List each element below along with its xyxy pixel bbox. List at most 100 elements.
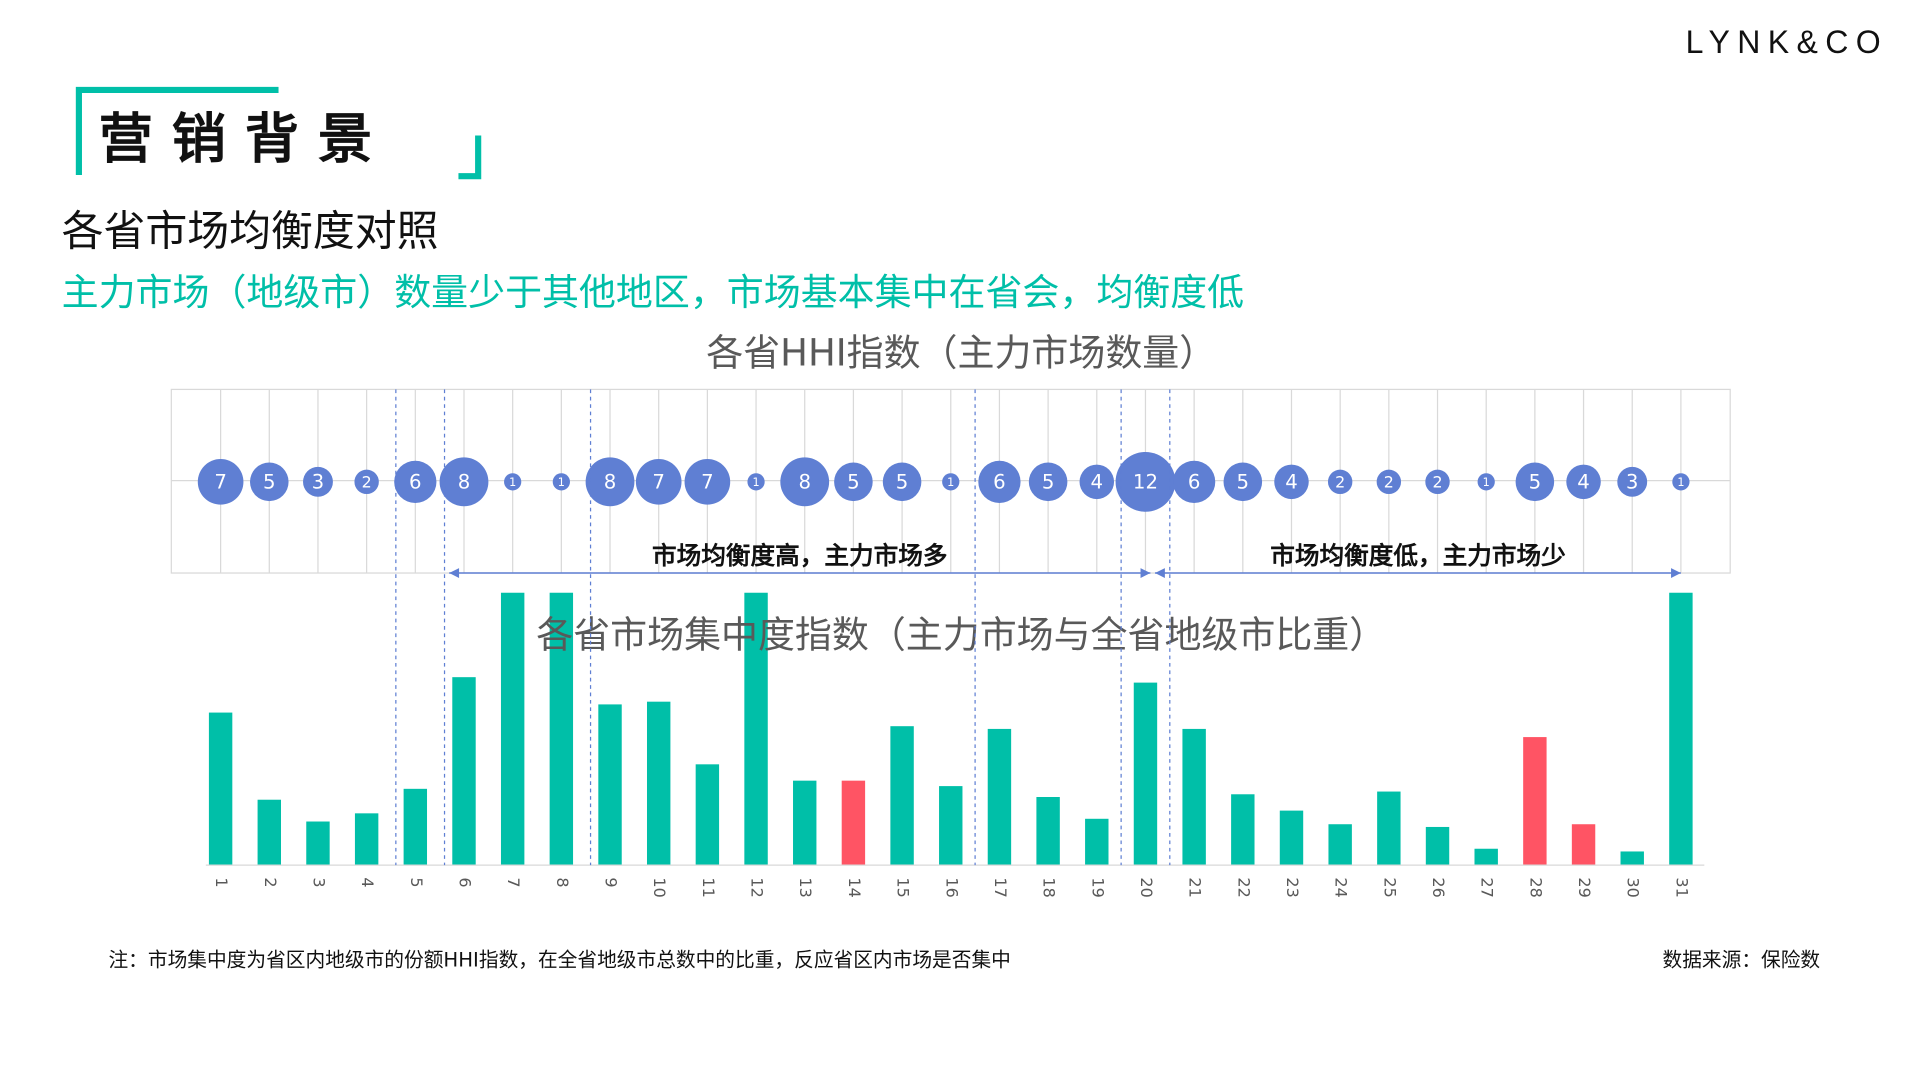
x-tick-label: 24 (1332, 877, 1351, 897)
chart-title: 各省市场集中度指数（主力市场与全省地级市比重） (536, 614, 1386, 657)
bubble (1327, 469, 1353, 495)
bubble-label: 5 (1529, 471, 1542, 494)
x-tick-label: 15 (894, 877, 913, 897)
bubble (1223, 462, 1263, 502)
bubble (394, 460, 437, 503)
bubble-label: 1 (509, 476, 516, 489)
bubble-label: 3 (312, 471, 324, 494)
bubble-label: 2 (1335, 473, 1345, 492)
bar (1036, 796, 1060, 866)
bar (939, 786, 963, 866)
bubble-label: 4 (1091, 471, 1104, 494)
x-tick-label: 27 (1478, 877, 1497, 897)
bar (1669, 592, 1693, 866)
bubble (249, 462, 289, 502)
bar (452, 677, 476, 866)
bubble-label: 5 (896, 471, 909, 494)
title-bracket (458, 135, 482, 180)
bubble (1115, 451, 1176, 512)
bar (1231, 794, 1255, 866)
annotation: 市场均衡度低，主力市场少 (1270, 541, 1566, 570)
subtitle: 各省市场均衡度对照 (62, 207, 439, 256)
x-tick-label: 11 (699, 877, 718, 897)
bubble-label: 8 (604, 471, 617, 494)
bubble (834, 462, 873, 502)
bar (208, 712, 233, 866)
bubble (504, 473, 522, 491)
bar (1474, 848, 1498, 866)
bar (598, 704, 622, 866)
bar (744, 592, 768, 866)
bubble-label: 6 (409, 471, 422, 494)
x-tick-label: 29 (1575, 877, 1594, 897)
logo: LYNK&CO (1686, 24, 1888, 60)
bar (1620, 851, 1644, 866)
bubble-label: 1 (1677, 476, 1684, 489)
x-tick-label: 30 (1624, 877, 1643, 897)
bubble (354, 469, 379, 495)
x-tick-label: 8 (553, 877, 572, 887)
x-tick-label: 23 (1283, 877, 1302, 897)
bubble (585, 457, 635, 507)
bubble (197, 459, 244, 505)
bubble-label: 1 (752, 476, 759, 489)
bubble (684, 459, 731, 505)
x-tick-label: 31 (1672, 877, 1691, 897)
x-tick-label: 28 (1526, 877, 1545, 897)
x-tick-label: 22 (1234, 877, 1253, 897)
bubble-label: 5 (1042, 471, 1055, 494)
x-tick-label: 9 (602, 877, 621, 887)
bubble-label: 7 (652, 471, 665, 494)
x-tick-label: 2 (261, 877, 280, 887)
bar (257, 799, 281, 866)
bubble-label: 3 (1626, 471, 1638, 494)
bubble (747, 473, 765, 491)
x-tick-label: 16 (942, 877, 961, 897)
x-tick-label: 19 (1088, 877, 1107, 897)
bubble (1173, 460, 1216, 503)
chart-title: 各省HHI指数（主力市场数量） (706, 331, 1216, 374)
bubble-label: 2 (1432, 473, 1442, 492)
bubble (780, 457, 830, 507)
footnote: 注：市场集中度为省区内地级市的份额HHI指数，在全省地级市总数中的比重，反应省区… (108, 949, 1010, 972)
title-bracket (75, 86, 279, 175)
bubble (1617, 466, 1648, 497)
bar (354, 813, 379, 866)
bubble-label: 2 (362, 473, 372, 492)
bubble (1376, 469, 1402, 495)
bubble (552, 473, 570, 491)
bubble-label: 5 (1237, 471, 1250, 494)
bubble-label: 2 (1384, 473, 1394, 492)
bubble (1028, 462, 1068, 502)
bubble-label: 8 (798, 471, 811, 494)
x-tick-label: 10 (650, 877, 669, 897)
bar (695, 764, 720, 866)
x-tick-label: 26 (1429, 877, 1448, 897)
x-tick-label: 18 (1040, 877, 1059, 897)
bar (500, 592, 525, 866)
bubble-label: 6 (993, 471, 1006, 494)
x-tick-label: 20 (1137, 877, 1156, 897)
bar (1523, 737, 1547, 866)
bar (1571, 824, 1596, 866)
annotation: 市场均衡度高，主力市场多 (652, 541, 948, 570)
bubble (1672, 473, 1690, 491)
x-tick-label: 5 (407, 877, 426, 887)
bar (841, 780, 866, 866)
bubble (1515, 462, 1555, 502)
x-tick-label: 4 (358, 877, 377, 887)
bar (1133, 682, 1158, 866)
bar (1377, 791, 1401, 866)
bubble-label: 5 (847, 471, 860, 494)
bubble-label: 6 (1188, 471, 1201, 494)
bubble (303, 466, 333, 497)
bubble (635, 459, 682, 505)
x-tick-label: 21 (1186, 877, 1205, 897)
bubble-label: 8 (458, 471, 471, 494)
bubble-label: 4 (1285, 471, 1298, 494)
bar (793, 780, 817, 866)
x-tick-label: 1 (212, 877, 231, 887)
bar (1425, 826, 1450, 866)
bubble (1477, 473, 1495, 491)
